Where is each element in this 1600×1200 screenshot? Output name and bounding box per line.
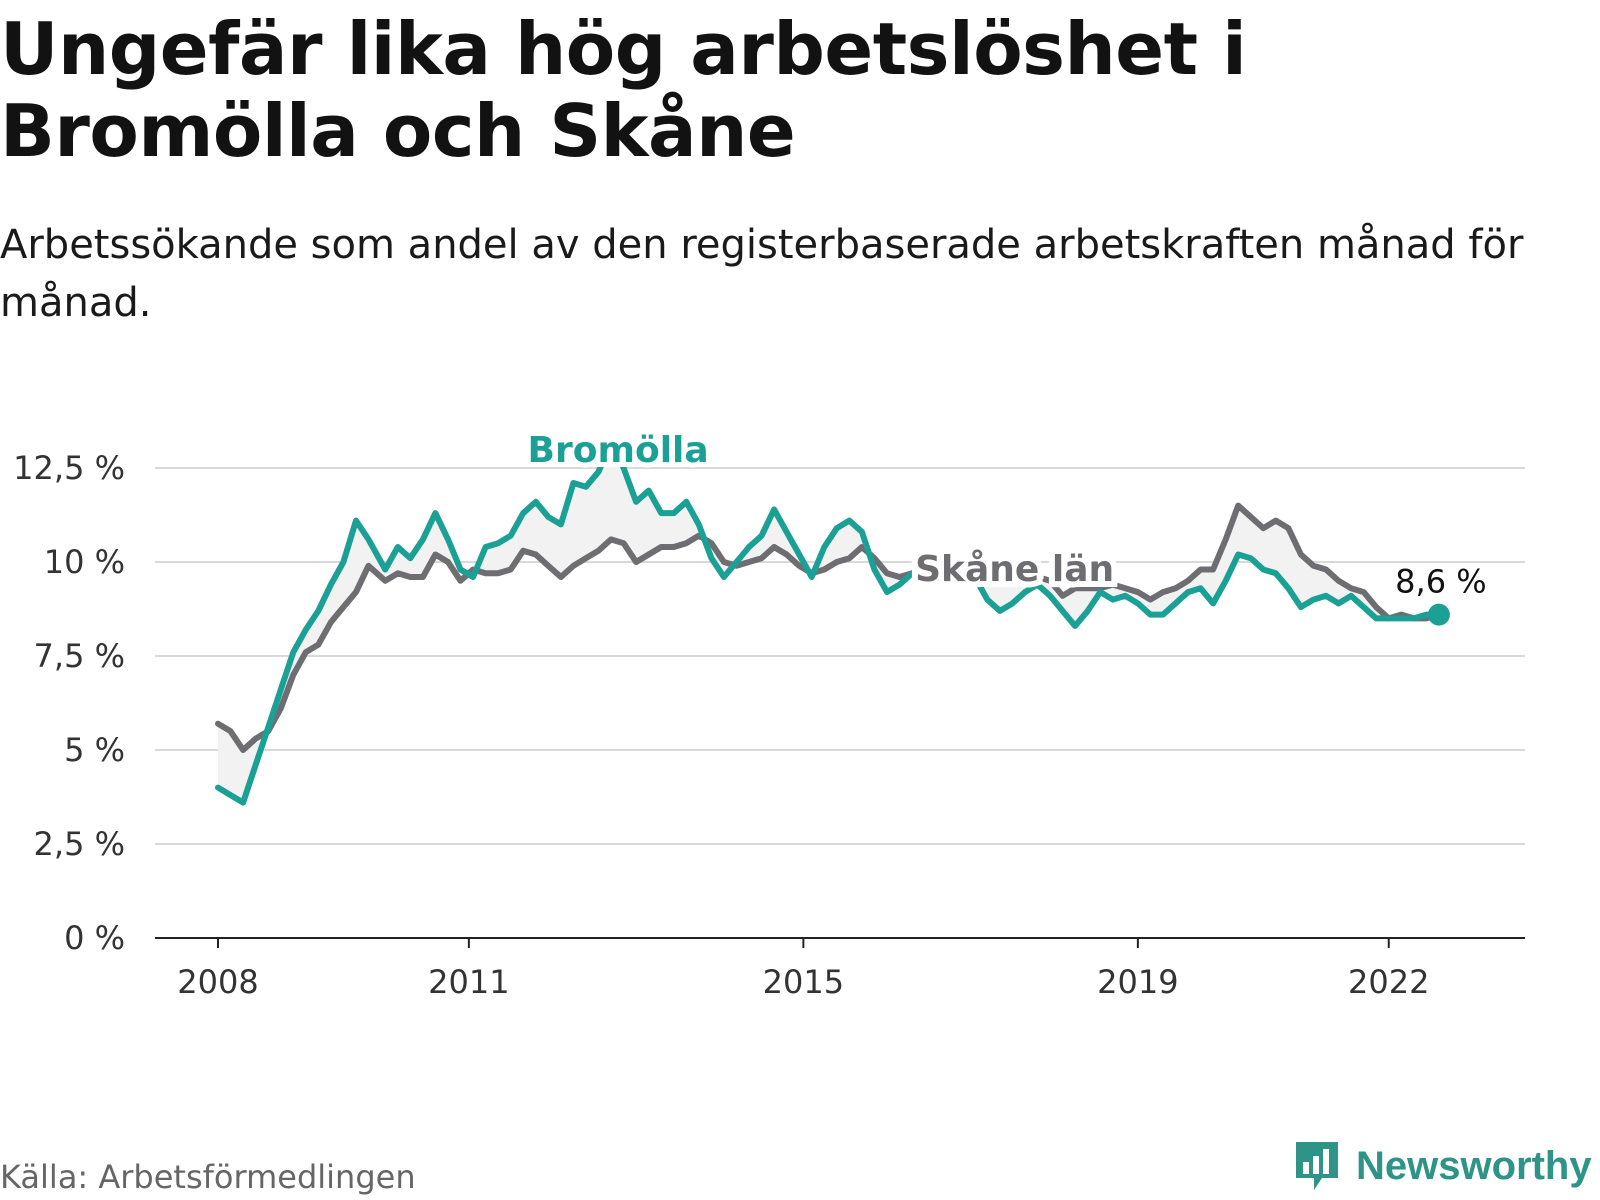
- brand-name: Newsworthy: [1356, 1143, 1592, 1188]
- source-note: Källa: Arbetsförmedlingen: [0, 1158, 416, 1196]
- line-chart: 0 %2,5 %5 %7,5 %10 %12,5 % 2008 2011 2015 2…: [13, 425, 1525, 1001]
- y-tick-label: 0 %: [64, 919, 125, 957]
- x-tick-label: 2011: [428, 963, 509, 1001]
- chart-title: Ungefär lika hög arbetslöshet i Bromölla…: [0, 7, 1247, 173]
- y-tick-label: 12,5 %: [13, 449, 125, 487]
- y-tick-label: 7,5 %: [34, 637, 125, 675]
- series-label-bromolla: Bromölla: [528, 430, 709, 471]
- chart-subtitle: Arbetssökande som andel av den registerb…: [0, 222, 1524, 326]
- x-tick-label: 2008: [177, 963, 258, 1001]
- x-axis: 2008 2011 2015 2019 2022: [177, 938, 1429, 1001]
- x-tick-label: 2022: [1348, 963, 1429, 1001]
- series-gap-area: [218, 441, 1439, 803]
- series-label-skane: Skåne län: [915, 549, 1114, 590]
- series-end-point-bromolla: [1427, 603, 1450, 626]
- y-axis: 0 % 2,5 % 5 % 7,5 % 10 % 12,5 %: [13, 449, 125, 957]
- brand-logo: Newsworthy: [1292, 1140, 1592, 1192]
- x-tick-label: 2015: [763, 963, 844, 1001]
- series-line-bromolla: [215, 438, 1442, 806]
- x-tick-label: 2019: [1097, 963, 1178, 1001]
- series-line-skane: [215, 502, 1442, 753]
- bar-chart-icon: [1296, 1142, 1338, 1190]
- y-tick-label: 5 %: [64, 731, 125, 769]
- y-tick-label: 2,5 %: [34, 825, 125, 863]
- y-tick-label: 10 %: [44, 543, 125, 581]
- series-end-label: 8,6 %: [1395, 563, 1486, 601]
